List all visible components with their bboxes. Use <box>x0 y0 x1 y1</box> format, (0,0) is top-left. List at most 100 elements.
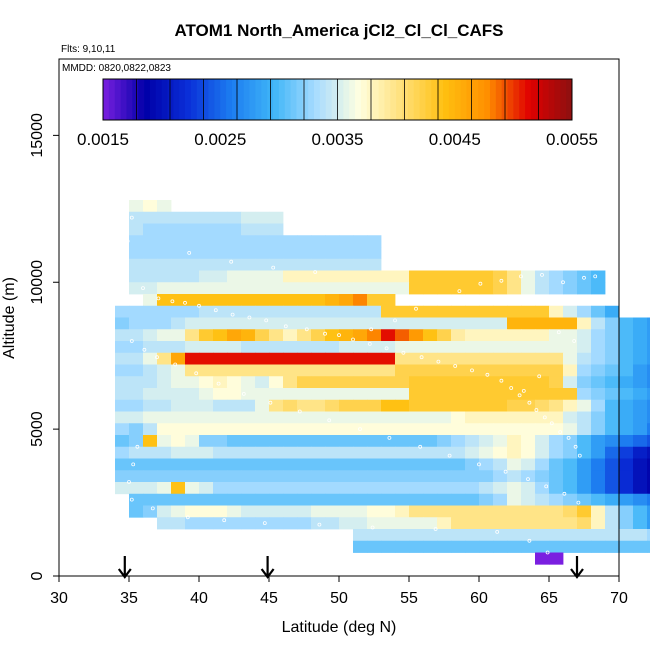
heatmap-cell <box>591 505 606 518</box>
heatmap-cell <box>255 352 270 365</box>
heatmap-cell <box>213 388 228 401</box>
heatmap-cell <box>255 517 270 530</box>
heatmap-cell <box>619 517 634 530</box>
heatmap-cell <box>409 423 424 436</box>
heatmap-cell <box>143 352 158 365</box>
observation-marker <box>185 515 190 520</box>
heatmap-cell <box>619 505 634 518</box>
heatmap-cell <box>563 517 578 530</box>
heatmap-cell <box>409 411 424 424</box>
heatmap-cell <box>339 470 354 483</box>
heatmap-cell <box>591 364 606 377</box>
heatmap-cell <box>367 517 382 530</box>
heatmap-cell <box>423 482 438 495</box>
heatmap-cell <box>549 482 564 495</box>
heatmap-cell <box>507 282 522 295</box>
heatmap-cell <box>437 482 452 495</box>
heatmap-cell <box>381 517 396 530</box>
heatmap-cell <box>535 435 550 448</box>
heatmap-cell <box>129 446 144 459</box>
heatmap-cell <box>171 446 186 459</box>
heatmap-cell <box>129 211 144 224</box>
observation-marker <box>576 500 581 505</box>
heatmap-cell <box>605 493 620 506</box>
heatmap-cell <box>549 282 564 295</box>
observation-marker <box>142 347 147 352</box>
heatmap-cell <box>311 341 326 354</box>
heatmap-cell <box>129 364 144 377</box>
heatmap-cell <box>367 364 382 377</box>
heatmap-cell <box>129 376 144 389</box>
heatmap-cell <box>297 282 312 295</box>
observation-marker <box>124 278 129 283</box>
heatmap-cell <box>549 446 564 459</box>
heatmap-cell <box>227 364 242 377</box>
heatmap-cell <box>199 341 214 354</box>
heatmap-cell <box>143 211 158 224</box>
observation-marker <box>572 339 577 343</box>
observation-marker <box>262 521 267 525</box>
heatmap-cell <box>353 493 368 506</box>
heatmap-cell <box>409 446 424 459</box>
heatmap-cell <box>185 223 200 236</box>
heatmap-cell <box>353 235 368 248</box>
heatmap-cell <box>591 282 606 295</box>
heatmap-cell <box>297 329 312 342</box>
heatmap-cell <box>297 388 312 401</box>
heatmap-cell <box>647 470 650 483</box>
heatmap-cell <box>353 352 368 365</box>
heatmap-cell <box>381 364 396 377</box>
heatmap-cell <box>563 399 578 412</box>
heatmap-cell <box>395 317 410 330</box>
colorbar-swatch <box>343 79 350 120</box>
heatmap-cell <box>619 411 634 424</box>
heatmap-cell <box>465 282 480 295</box>
colorbar-swatch <box>155 79 163 120</box>
heatmap-cell <box>241 258 256 271</box>
heatmap-cell <box>535 399 550 412</box>
heatmap-cell <box>157 211 172 224</box>
colorbar-swatch <box>149 79 157 120</box>
heatmap-cell <box>199 258 214 271</box>
heatmap-cell <box>479 493 494 506</box>
heatmap-cell <box>241 364 256 377</box>
heatmap-cell <box>437 529 452 542</box>
heatmap-cell <box>605 505 620 518</box>
heatmap-cell <box>227 329 242 342</box>
heatmap-cell <box>199 329 214 342</box>
heatmap-cell <box>199 505 214 518</box>
heatmap-cell <box>423 282 438 295</box>
heatmap-cell <box>535 305 550 318</box>
heatmap-cell <box>535 282 550 295</box>
heatmap-cell <box>633 470 648 483</box>
colorbar-swatch <box>296 79 303 120</box>
heatmap-cell <box>283 493 298 506</box>
heatmap-cell <box>507 423 522 436</box>
heatmap-cell <box>451 399 466 412</box>
x-tick-label: 35 <box>120 590 138 607</box>
heatmap-cell <box>269 294 284 307</box>
heatmap-cell <box>465 305 480 318</box>
heatmap-cell <box>591 399 606 412</box>
heatmap-cell <box>199 352 214 365</box>
x-tick-label: 60 <box>470 590 488 607</box>
observation-marker <box>230 312 235 317</box>
heatmap-cell <box>129 235 144 248</box>
colorbar-swatch <box>554 79 561 120</box>
heatmap-cell <box>563 482 578 495</box>
heatmap-cell <box>381 282 396 295</box>
x-axis-label: Latitude (deg N) <box>282 619 397 636</box>
heatmap-cell <box>213 294 228 307</box>
colorbar-swatch <box>384 79 391 120</box>
colorbar-swatch <box>103 79 110 120</box>
heatmap-cell <box>185 329 200 342</box>
heatmap-cell <box>171 282 186 295</box>
colorbar-swatch <box>132 79 139 120</box>
heatmap-cell <box>563 352 578 365</box>
heatmap-cell <box>199 376 214 389</box>
heatmap-cell <box>395 352 410 365</box>
heatmap-cell <box>507 317 522 330</box>
heatmap-cell <box>199 517 214 530</box>
heatmap-cell <box>633 458 648 471</box>
heatmap-cell <box>563 364 578 377</box>
